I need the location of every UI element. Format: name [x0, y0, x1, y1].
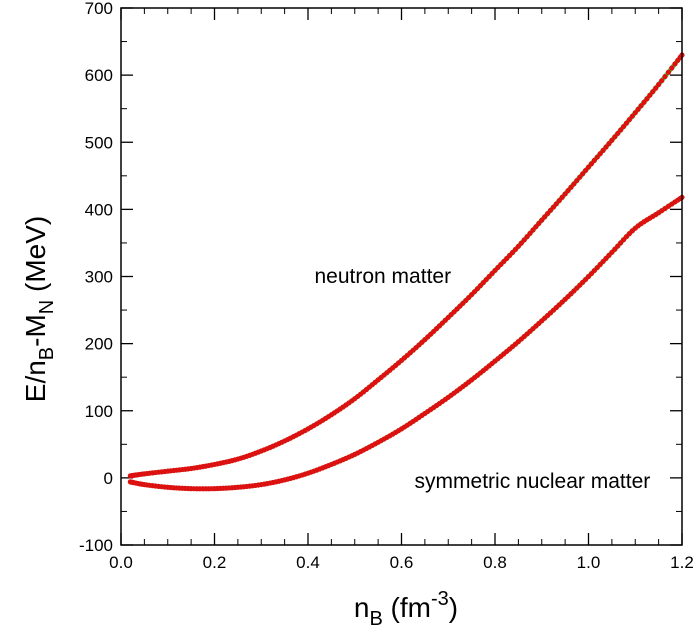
x-tick-label: 1.0 — [577, 553, 601, 572]
data-point — [672, 61, 678, 67]
data-point — [662, 73, 668, 80]
data-point — [580, 171, 586, 177]
x-tick-label: 0.4 — [296, 553, 320, 572]
x-tick-label: 0.0 — [109, 553, 133, 572]
annotations: neutron matter symmetric nuclear matter — [315, 265, 651, 493]
data-point — [603, 144, 609, 150]
x-tick-label: 0.2 — [203, 553, 227, 572]
data-point — [623, 120, 630, 126]
y-tick-label: 600 — [85, 66, 113, 85]
x-tick-label: 0.8 — [483, 553, 507, 572]
data-point — [669, 65, 675, 71]
data-point — [650, 89, 656, 95]
tick-labels: 0.0 0.2 0.4 0.6 0.8 1.0 1.2 -100 0 100 200 300 400 50… — [79, 0, 694, 572]
data-point — [594, 154, 600, 160]
y-tick-label: -100 — [79, 536, 113, 555]
data-point — [635, 106, 641, 112]
x-axis-title: nB (fm-3) — [354, 588, 458, 630]
data-point — [632, 110, 638, 116]
data-point — [585, 164, 592, 170]
data-point — [568, 184, 574, 190]
data-point — [638, 103, 644, 109]
y-tick-label: 100 — [85, 402, 113, 421]
data-point — [647, 92, 653, 98]
data-point — [600, 147, 606, 153]
x-tick-label: 1.2 — [670, 553, 694, 572]
data-point — [653, 85, 659, 91]
x-tick-label: 0.6 — [390, 553, 414, 572]
data-point — [620, 123, 627, 130]
data-point — [615, 130, 621, 137]
neutron-matter-label: neutron matter — [315, 265, 452, 288]
data-point — [612, 134, 618, 140]
data-point — [609, 137, 615, 143]
data-point — [565, 188, 571, 194]
y-tick-label: 200 — [85, 335, 113, 354]
series-line — [128, 195, 685, 492]
data-point — [588, 161, 595, 167]
data-point — [606, 141, 612, 147]
data-point — [656, 81, 662, 88]
y-axis-title: E/nB-MN (MeV) — [20, 216, 58, 402]
data-point — [571, 181, 577, 187]
data-point — [665, 69, 672, 75]
data-point — [629, 113, 635, 119]
data-point — [582, 167, 589, 174]
data-point — [574, 177, 580, 184]
data-point — [577, 174, 583, 180]
data-point — [659, 78, 665, 84]
y-tick-label: 0 — [104, 469, 113, 488]
data-point — [597, 151, 603, 157]
data-point — [641, 99, 647, 105]
data-point — [626, 117, 633, 123]
data-point — [618, 127, 624, 133]
plot-frame — [120, 7, 683, 546]
y-tick-label: 500 — [85, 133, 113, 152]
series-neutron-matter — [127, 52, 685, 479]
series-symmetric-nuclear-matter — [127, 194, 685, 492]
y-tick-label: 700 — [85, 0, 113, 18]
data-point — [591, 157, 597, 163]
symmetric-nuclear-matter-label: symmetric nuclear matter — [415, 470, 651, 493]
series-layer — [127, 52, 685, 492]
y-tick-label: 300 — [85, 268, 113, 287]
y-tick-label: 400 — [85, 200, 113, 219]
data-point — [644, 96, 650, 102]
